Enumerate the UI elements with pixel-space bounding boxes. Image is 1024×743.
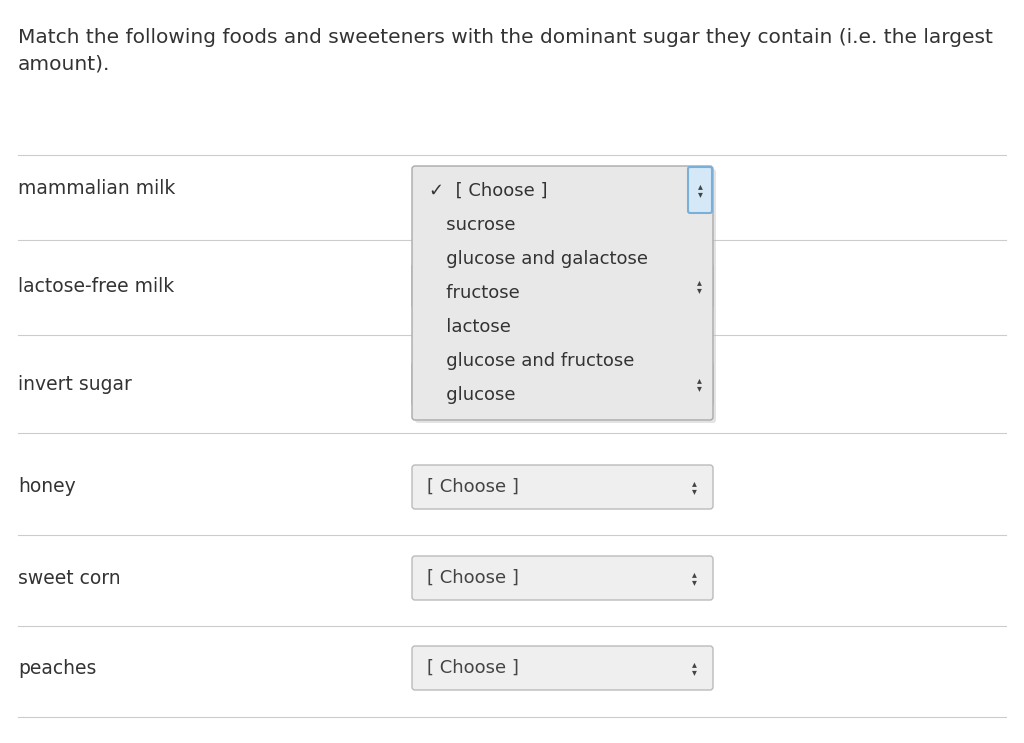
FancyBboxPatch shape	[688, 167, 712, 213]
Text: fructose: fructose	[429, 284, 520, 302]
Text: [ Choose ]: [ Choose ]	[427, 478, 519, 496]
FancyBboxPatch shape	[686, 363, 712, 405]
Text: [ Choose ]: [ Choose ]	[427, 659, 519, 677]
Text: glucose and galactose: glucose and galactose	[429, 250, 648, 268]
Text: honey: honey	[18, 478, 76, 496]
Text: ▴
▾: ▴ ▾	[691, 569, 696, 587]
FancyBboxPatch shape	[412, 465, 713, 509]
FancyBboxPatch shape	[686, 265, 712, 307]
Text: sucrose: sucrose	[429, 216, 515, 234]
Text: ▴
▾: ▴ ▾	[691, 659, 696, 677]
FancyBboxPatch shape	[412, 166, 713, 420]
Text: lactose: lactose	[429, 318, 511, 336]
Text: glucose: glucose	[429, 386, 515, 404]
Text: ▴
▾: ▴ ▾	[691, 478, 696, 496]
Text: peaches: peaches	[18, 658, 96, 678]
Text: ▴
▾: ▴ ▾	[696, 277, 701, 295]
Text: [ Choose ]: [ Choose ]	[427, 569, 519, 587]
Text: ✓  [ Choose ]: ✓ [ Choose ]	[429, 182, 548, 200]
Text: ▴
▾: ▴ ▾	[691, 374, 696, 393]
Text: lactose-free milk: lactose-free milk	[18, 276, 174, 296]
Text: ▴
▾: ▴ ▾	[691, 277, 696, 295]
FancyBboxPatch shape	[415, 169, 716, 423]
Text: mammalian milk: mammalian milk	[18, 178, 175, 198]
Text: [ Choose ]: [ Choose ]	[427, 277, 519, 295]
FancyBboxPatch shape	[412, 264, 713, 308]
Text: sweet corn: sweet corn	[18, 568, 121, 588]
FancyBboxPatch shape	[412, 362, 713, 406]
Text: ▴
▾: ▴ ▾	[696, 374, 701, 393]
Text: ▴
▾: ▴ ▾	[697, 181, 702, 199]
FancyBboxPatch shape	[412, 556, 713, 600]
FancyBboxPatch shape	[412, 646, 713, 690]
Text: glucose and fructose: glucose and fructose	[429, 352, 635, 370]
Text: invert sugar: invert sugar	[18, 374, 132, 394]
Text: Match the following foods and sweeteners with the dominant sugar they contain (i: Match the following foods and sweeteners…	[18, 28, 993, 74]
Text: [ Choose ]: [ Choose ]	[427, 375, 519, 393]
